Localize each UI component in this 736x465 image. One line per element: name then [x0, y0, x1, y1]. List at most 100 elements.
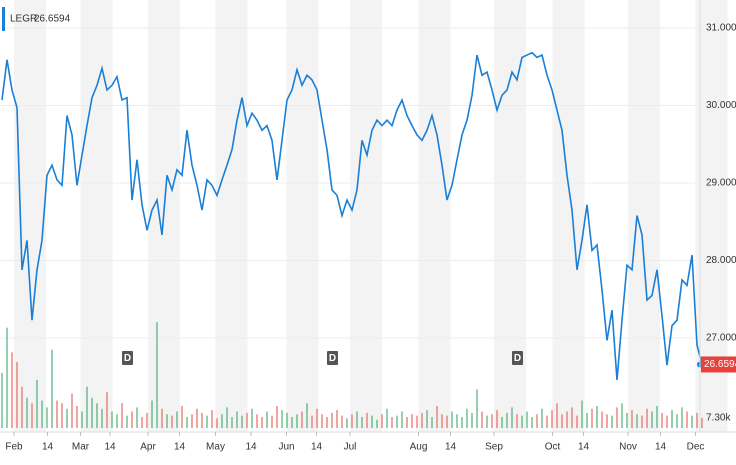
volume-bar — [621, 403, 623, 428]
month-band — [80, 0, 113, 432]
volume-bar — [396, 415, 398, 428]
volume-bar — [646, 408, 648, 428]
volume-bar — [281, 410, 283, 428]
x-tick-label: 14 — [104, 442, 116, 453]
volume-bar — [236, 411, 238, 428]
volume-bar — [606, 414, 608, 428]
event-marker — [122, 351, 133, 365]
volume-bar — [446, 415, 448, 428]
volume-bar — [681, 407, 683, 428]
y-tick-label: 28.0000 — [706, 255, 736, 266]
volume-bar — [306, 403, 308, 428]
month-band — [14, 0, 46, 432]
volume-bar — [156, 322, 158, 428]
volume-bar — [6, 327, 8, 428]
volume-bar — [91, 397, 93, 428]
volume-bar — [661, 412, 663, 428]
volume-bar — [311, 415, 313, 428]
volume-bar — [1, 373, 3, 428]
volume-bar — [601, 411, 603, 428]
volume-bar — [691, 415, 693, 428]
volume-bar — [496, 410, 498, 428]
volume-bar — [191, 414, 193, 428]
volume-bar — [466, 408, 468, 428]
y-tick-label: 29.0000 — [706, 178, 736, 189]
x-tick-label: 14 — [174, 442, 186, 453]
volume-bar — [166, 414, 168, 428]
volume-bar — [376, 419, 378, 428]
volume-bar — [506, 412, 508, 428]
volume-bar — [26, 397, 28, 428]
volume-bar — [676, 414, 678, 428]
volume-bar — [321, 414, 323, 428]
x-tick-label: 14 — [311, 442, 323, 453]
volume-bar — [96, 403, 98, 428]
volume-bar — [31, 403, 33, 428]
volume-bar — [41, 400, 43, 428]
last-price-box — [701, 356, 736, 373]
volume-bar — [176, 411, 178, 428]
volume-bar — [196, 408, 198, 428]
volume-bar — [671, 410, 673, 428]
volume-bar — [86, 386, 88, 428]
volume-bar — [636, 414, 638, 428]
volume-bar — [251, 408, 253, 428]
volume-bar — [61, 403, 63, 428]
volume-bar — [411, 414, 413, 428]
volume-bar — [341, 415, 343, 428]
volume-bar — [381, 414, 383, 428]
volume-bar — [561, 414, 563, 428]
volume-bar — [66, 408, 68, 428]
volume-bar — [471, 412, 473, 428]
volume-bar — [511, 407, 513, 428]
last-price-label: 26.6594 — [704, 359, 736, 370]
volume-bar — [521, 415, 523, 428]
event-label: D — [124, 353, 131, 364]
month-band — [418, 0, 451, 432]
volume-bar — [361, 417, 363, 428]
volume-bar — [336, 410, 338, 428]
volume-bar — [286, 412, 288, 428]
x-tick-label: Apr — [140, 442, 156, 453]
event-label: D — [514, 353, 521, 364]
event-marker — [327, 351, 338, 365]
volume-bar — [366, 412, 368, 428]
volume-bar — [566, 411, 568, 428]
volume-bar — [316, 408, 318, 428]
volume-tick-label: 7.30k — [706, 413, 731, 424]
volume-bar — [71, 393, 73, 428]
volume-bar — [151, 400, 153, 428]
volume-bar — [426, 410, 428, 428]
volume-bar — [516, 414, 518, 428]
month-band — [286, 0, 319, 432]
volume-bar — [276, 406, 278, 428]
x-tick-label: Feb — [5, 442, 23, 453]
volume-bar — [421, 412, 423, 428]
price-line — [1, 51, 703, 380]
volume-bar — [106, 392, 108, 428]
y-tick-label: 30.0000 — [706, 100, 736, 111]
volume-bar — [221, 414, 223, 428]
volume-bar — [111, 411, 113, 428]
volume-bar — [586, 412, 588, 428]
volume-bar — [241, 415, 243, 428]
x-tick-label: 14 — [445, 442, 457, 453]
volume-bar — [206, 415, 208, 428]
volume-bar — [371, 415, 373, 428]
event-marker — [512, 351, 523, 365]
volume-bar — [246, 412, 248, 428]
volume-bar — [531, 417, 533, 428]
x-tick-label: Aug — [410, 442, 428, 453]
volume-bar — [16, 362, 18, 428]
y-tick-label: 27.0000 — [706, 333, 736, 344]
volume-bar — [546, 415, 548, 428]
volume-bar — [76, 406, 78, 428]
volume-bar — [431, 417, 433, 428]
volume-bar — [271, 415, 273, 428]
volume-bar — [216, 418, 218, 428]
volume-bar — [266, 411, 268, 428]
volume-bar — [591, 408, 593, 428]
volume-bar — [121, 403, 123, 428]
volume-bar — [211, 410, 213, 428]
